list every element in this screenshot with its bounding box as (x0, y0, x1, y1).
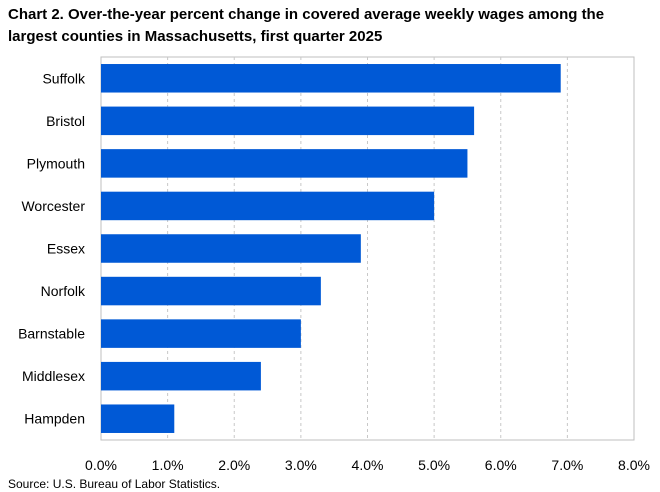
chart-title: Chart 2. Over-the-year percent change in… (8, 6, 605, 45)
x-tick-label: 6.0% (485, 457, 517, 473)
category-label: Suffolk (42, 70, 86, 86)
x-tick-label: 8.0% (618, 457, 650, 473)
category-label: Worcester (21, 198, 85, 214)
category-label: Middlesex (22, 368, 85, 384)
x-tick-label: 3.0% (285, 457, 317, 473)
category-label: Norfolk (41, 283, 86, 299)
category-label: Bristol (46, 113, 85, 129)
bar (101, 404, 175, 433)
source-note: Source: U.S. Bureau of Labor Statistics. (8, 477, 221, 491)
bar (101, 361, 261, 391)
x-tick-label: 0.0% (85, 457, 117, 473)
category-label: Essex (47, 241, 85, 257)
bar (101, 64, 561, 93)
x-tick-label: 4.0% (352, 457, 384, 473)
x-tick-label: 5.0% (418, 457, 450, 473)
bar (101, 319, 301, 348)
x-tick-label: 7.0% (551, 457, 583, 473)
bar (101, 191, 435, 221)
bar (101, 106, 475, 136)
bars (101, 64, 561, 433)
category-label: Plymouth (27, 155, 85, 171)
bar (101, 276, 321, 306)
category-labels: Suffolk Bristol Plymouth Worcester Essex Norf… (18, 70, 86, 426)
bar (101, 234, 361, 263)
x-tick-labels: 0.0% 1.0% 2.0% 3.0% 4.0% 5.0% 6.0% 7.0% 8.0% (85, 457, 650, 473)
x-tick-label: 1.0% (152, 457, 184, 473)
x-tick-label: 2.0% (218, 457, 250, 473)
category-label: Hampden (24, 411, 85, 427)
bar (101, 149, 468, 178)
category-label: Barnstable (18, 326, 85, 342)
